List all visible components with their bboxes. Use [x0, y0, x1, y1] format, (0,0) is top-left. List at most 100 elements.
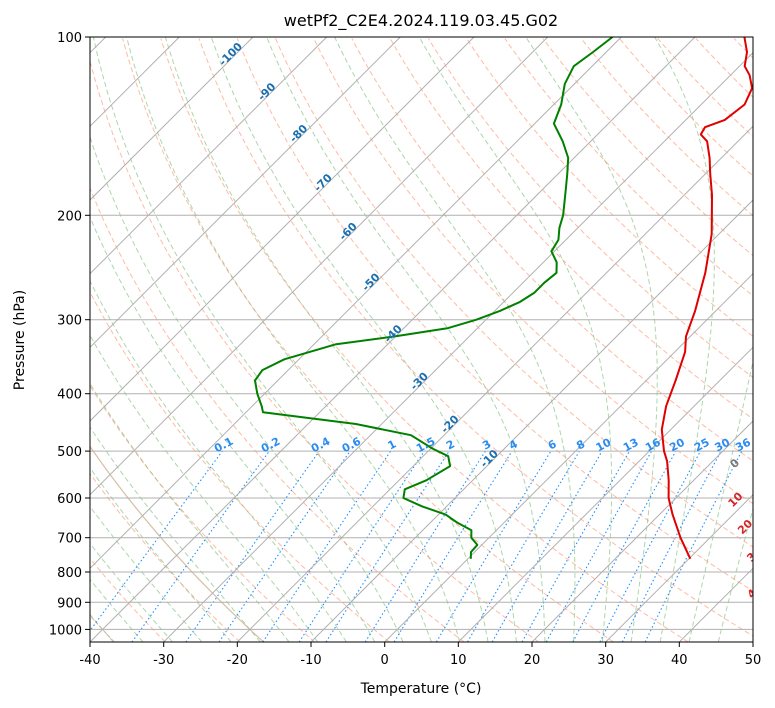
x-tick-label: -20: [227, 653, 248, 668]
moist-adiabat-line: [90, 505, 203, 642]
isotherm-line: [90, 37, 549, 496]
isotherm-line: [605, 493, 753, 642]
dry-adiabat-line: [466, 38, 753, 338]
isotherm-line: [457, 346, 753, 642]
isotherm-line: [90, 37, 622, 570]
moist-adiabat-line: [418, 37, 613, 642]
moist-adiabat-line: [90, 215, 376, 642]
mixing-ratio-line: [545, 450, 653, 642]
y-tick-label: 800: [57, 566, 82, 581]
moist-adiabat-line: [654, 37, 715, 642]
mixing-ratio-label: 20: [667, 436, 687, 455]
temperature-profile-line: [660, 37, 753, 560]
dry-adiabat-line: [351, 38, 753, 462]
x-tick-label: 40: [671, 653, 688, 668]
isotherm-line: [163, 51, 753, 642]
moist-adiabat-line: [90, 578, 144, 642]
x-tick-label: 0: [381, 653, 389, 668]
moist-adiabat-line: [717, 506, 753, 642]
dry-adiabat-line: [389, 38, 753, 420]
mixing-ratio-line: [90, 450, 223, 632]
surface-adiabat-line: [90, 445, 264, 642]
x-axis-label: Temperature (°C): [360, 681, 482, 697]
isotherm-line: [90, 37, 401, 349]
dry-adiabat-line: [90, 472, 241, 642]
mixing-ratio-label: 25: [692, 436, 712, 455]
dry-adiabat-line: [90, 384, 316, 642]
moist-adiabat-line: [90, 542, 173, 642]
mixing-ratio-line: [298, 450, 425, 642]
mixing-ratio-label: 13: [621, 436, 641, 455]
isotherms: [90, 37, 753, 642]
dry-adiabat-label: 30: [744, 544, 764, 564]
mixing-ratio-line: [262, 450, 392, 642]
mixing-ratio-line: [218, 450, 351, 642]
dry-adiabat-line: [504, 38, 753, 297]
pressure-gridlines: [90, 37, 753, 630]
dry-adiabat-line: [122, 38, 614, 642]
chart-title: wetPf2_C2E4.2024.119.03.45.G02: [284, 11, 558, 31]
dry-adiabat-line: [580, 38, 753, 217]
x-tick-label: -10: [300, 653, 321, 668]
dry-adiabat-line: [313, 38, 753, 505]
mixing-ratio-label: 16: [643, 436, 663, 455]
isotherm-line: [90, 37, 254, 201]
y-tick-label: 400: [57, 388, 82, 403]
plot-frame: [89, 36, 754, 643]
x-tick-label: -40: [79, 653, 100, 668]
moist-adiabat-line: [164, 37, 489, 642]
y-tick-label: 600: [57, 492, 82, 507]
y-axis: 1000 900 800 700 600 500 400 300 200 100: [49, 31, 90, 638]
x-tick-label: 50: [745, 653, 762, 668]
dry-adiabat-line: [275, 38, 753, 548]
mixing-ratio-line: [325, 450, 450, 642]
moist-adiabat-line: [266, 37, 546, 642]
mixing-ratio-line: [572, 450, 677, 642]
isotherm-line: [90, 37, 328, 275]
mixing-ratio-label: 30: [713, 436, 733, 455]
isotherm-line: [531, 420, 753, 642]
dry-adiabat-line: [90, 291, 390, 642]
y-tick-label: 1000: [49, 623, 82, 638]
dewpoint-profile-line: [254, 37, 614, 559]
mixing-ratio-line: [131, 450, 270, 642]
moist-adiabat-line: [92, 37, 432, 642]
mixing-ratio-label: 10: [594, 436, 614, 455]
moist-adiabat-line: [688, 358, 753, 642]
moist-adiabat-line: [525, 37, 658, 642]
moist-adiabat-line: [90, 426, 261, 642]
moist-adiabat-line: [126, 37, 461, 642]
y-tick-label: 900: [57, 596, 82, 611]
dry-adiabat-label: 40: [745, 581, 765, 601]
mixing-ratio-label: 36: [733, 436, 753, 455]
mixing-ratio-line: [185, 450, 320, 642]
dry-adiabat-line: [619, 38, 753, 177]
y-tick-label: 100: [57, 31, 82, 46]
plot-area: 0.1 0.2 0.4 0.6 1 1.5 2 3 4 6 8 10 13 16 20 25 30 36-100-…: [90, 37, 765, 642]
isotherm-line: [310, 199, 753, 642]
isotherm-line: [90, 37, 475, 422]
moist-adiabat-line: [90, 279, 347, 642]
y-tick-label: 500: [57, 445, 82, 460]
mixing-ratio-line: [393, 450, 513, 642]
x-tick-label: -30: [153, 653, 174, 668]
y-tick-label: 300: [57, 314, 82, 329]
dry-adiabats: [90, 38, 753, 642]
y-tick-label: 700: [57, 532, 82, 547]
y-axis-label: Pressure (hPa): [12, 290, 28, 390]
profile-series: [254, 37, 753, 560]
y-tick-label: 200: [57, 209, 82, 224]
isotherm-line: [384, 272, 753, 642]
x-axis: -40 -30 -20 -10 0 10 20 30 40 50: [79, 642, 761, 668]
mixing-ratio-lines: [90, 450, 743, 642]
dry-adiabat-line: [236, 38, 753, 592]
dry-adiabat-line: [198, 38, 753, 637]
isotherm-line: [90, 37, 696, 642]
x-tick-label: 10: [450, 653, 467, 668]
moist-adiabat-line: [334, 37, 576, 642]
x-tick-label: 30: [597, 653, 614, 668]
mixing-ratio-line: [521, 450, 630, 642]
isotherm-line: [236, 125, 753, 642]
